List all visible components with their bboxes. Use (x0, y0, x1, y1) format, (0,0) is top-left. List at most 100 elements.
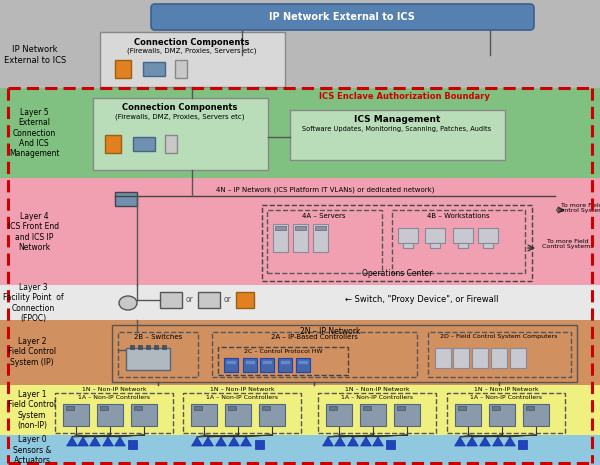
Text: 4N – IP Network (ICS Platform IT VLANs) or dedicated network): 4N – IP Network (ICS Platform IT VLANs) … (216, 186, 434, 193)
Bar (100, 32, 285, 87)
Bar (165, 135, 177, 153)
Text: Layer 1
Field Control
System
(non-IP): Layer 1 Field Control System (non-IP) (8, 390, 56, 430)
Bar (66, 406, 74, 410)
Bar (115, 60, 131, 78)
Bar (218, 347, 348, 375)
Bar (293, 224, 308, 252)
Bar (298, 360, 308, 364)
Bar (526, 406, 534, 410)
Bar (236, 292, 254, 308)
Bar (225, 404, 251, 426)
Bar (483, 243, 493, 248)
Bar (130, 345, 134, 349)
Polygon shape (347, 437, 358, 446)
Bar (0, 320, 600, 385)
Text: 1A – Non-IP Controllers: 1A – Non-IP Controllers (470, 395, 542, 400)
Text: 1N – Non-IP Network: 1N – Non-IP Network (344, 387, 409, 392)
Bar (260, 358, 274, 372)
Text: 2B – Switches: 2B – Switches (134, 334, 182, 340)
Bar (243, 358, 257, 372)
Text: 2D – Field Control System Computers: 2D – Field Control System Computers (440, 334, 557, 339)
Bar (262, 360, 272, 364)
Bar (63, 404, 89, 426)
Bar (198, 292, 220, 308)
Text: or: or (186, 295, 194, 305)
Bar (259, 404, 285, 426)
Text: ICS Enclave Authorization Boundary: ICS Enclave Authorization Boundary (319, 92, 490, 101)
Bar (118, 332, 198, 377)
Bar (403, 243, 413, 248)
Bar (315, 226, 326, 230)
Bar (228, 406, 236, 410)
Text: 1A – Non-IP Controllers: 1A – Non-IP Controllers (78, 395, 150, 400)
Bar (224, 358, 238, 372)
Bar (128, 440, 137, 449)
Text: 1N – Non-IP Network: 1N – Non-IP Network (209, 387, 274, 392)
Bar (296, 358, 310, 372)
Text: 4A – Servers: 4A – Servers (302, 213, 346, 219)
Bar (0, 385, 600, 435)
Bar (267, 210, 382, 273)
Text: Connection Components: Connection Components (134, 38, 250, 47)
Polygon shape (215, 437, 226, 446)
Polygon shape (493, 437, 503, 446)
Bar (275, 226, 286, 230)
Text: IP Network
External to ICS: IP Network External to ICS (4, 45, 66, 65)
Text: 2C – Control Protocol HW: 2C – Control Protocol HW (244, 349, 322, 354)
Polygon shape (203, 437, 214, 446)
Bar (318, 393, 436, 433)
Polygon shape (505, 437, 515, 446)
Bar (386, 440, 395, 449)
Text: 2A – IP-Based Controllers: 2A – IP-Based Controllers (271, 334, 358, 340)
Bar (262, 406, 270, 410)
Bar (154, 345, 158, 349)
Bar (523, 404, 549, 426)
Bar (510, 348, 526, 368)
Bar (326, 404, 352, 426)
Bar (0, 0, 600, 88)
Text: 1N – Non-IP Network: 1N – Non-IP Network (473, 387, 538, 392)
Text: Layer 4
ICS Front End
and ICS IP
Network: Layer 4 ICS Front End and ICS IP Network (8, 212, 59, 252)
Text: ← Switch, "Proxy Device", or Firewall: ← Switch, "Proxy Device", or Firewall (345, 295, 499, 305)
Bar (194, 406, 202, 410)
Polygon shape (455, 437, 466, 446)
Bar (472, 348, 488, 368)
Bar (458, 243, 468, 248)
Text: Layer 2
Field Control
System (IP): Layer 2 Field Control System (IP) (8, 337, 56, 367)
Bar (55, 393, 173, 433)
Bar (394, 404, 420, 426)
Bar (226, 360, 236, 364)
Polygon shape (115, 437, 125, 446)
Ellipse shape (119, 296, 137, 310)
Bar (518, 440, 527, 449)
Text: (Firewalls, DMZ, Proxies, Servers etc): (Firewalls, DMZ, Proxies, Servers etc) (115, 113, 245, 120)
Polygon shape (191, 437, 202, 446)
Bar (455, 404, 481, 426)
Bar (162, 345, 166, 349)
Bar (93, 98, 268, 170)
Bar (295, 226, 306, 230)
Text: Layer 3
Facility Point  of
Connection
(FPOC): Layer 3 Facility Point of Connection (FP… (2, 283, 64, 323)
Text: To more Field
Control Systems: To more Field Control Systems (542, 239, 594, 249)
Text: ICS Management: ICS Management (354, 115, 440, 124)
Polygon shape (103, 437, 113, 446)
Polygon shape (241, 437, 251, 446)
Polygon shape (77, 437, 88, 446)
Polygon shape (67, 437, 77, 446)
Bar (146, 345, 150, 349)
Bar (191, 404, 217, 426)
Bar (126, 348, 170, 370)
Bar (363, 406, 371, 410)
Polygon shape (229, 437, 239, 446)
Polygon shape (89, 437, 100, 446)
Bar (360, 404, 386, 426)
Bar (100, 406, 108, 410)
Bar (175, 60, 187, 78)
Bar (489, 404, 515, 426)
Bar (398, 228, 418, 243)
Text: (Firewalls, DMZ, Proxies, Servers etc): (Firewalls, DMZ, Proxies, Servers etc) (127, 48, 257, 54)
Text: Operations Center: Operations Center (362, 269, 432, 278)
Bar (329, 406, 337, 410)
Polygon shape (373, 437, 383, 446)
Polygon shape (361, 437, 371, 446)
